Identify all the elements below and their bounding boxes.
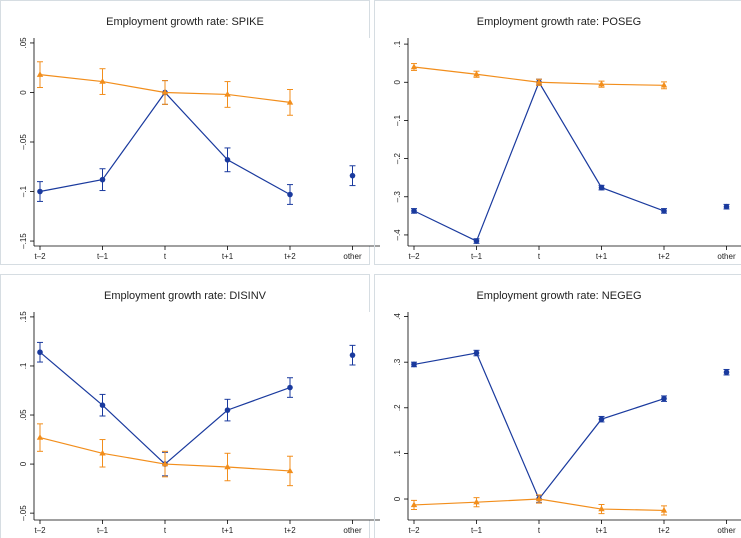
x-tick-label: t+2	[658, 252, 670, 261]
y-tick-label: 0	[19, 461, 28, 466]
x-tick-label: t	[164, 252, 167, 261]
point-marker	[349, 172, 356, 179]
y-tick-label: –.15	[19, 233, 28, 249]
point-marker	[411, 208, 417, 214]
point-marker	[287, 384, 293, 391]
y-tick-label: 0	[393, 496, 402, 501]
point-marker	[660, 81, 668, 88]
y-tick-label: .15	[19, 311, 28, 323]
point-marker	[661, 208, 667, 214]
y-tick-label: –.2	[393, 152, 402, 164]
x-tick-label: t+1	[222, 526, 234, 535]
x-tick-label: t+1	[596, 252, 608, 261]
chart-panel: Employment growth rate: POSEG .1 0 –.1 –.2 –.…	[374, 0, 741, 265]
y-tick-label: .1	[393, 40, 402, 47]
point-marker	[473, 350, 480, 356]
point-marker	[99, 176, 106, 183]
plot-area	[408, 312, 741, 520]
point-marker	[535, 78, 543, 85]
point-marker	[224, 90, 231, 97]
point-marker	[286, 98, 294, 105]
panel-title: Employment growth rate: POSEG	[477, 16, 641, 28]
x-tick-label: t–2	[408, 252, 420, 261]
x-tick-label: t–2	[34, 252, 46, 261]
y-tick-label: –.05	[19, 505, 28, 521]
x-tick-label: t	[164, 526, 167, 535]
x-tick-label: t–1	[97, 526, 109, 535]
x-tick-label: other	[717, 252, 736, 261]
x-tick-label: t+1	[222, 252, 234, 261]
y-tick-label: .3	[393, 358, 402, 365]
x-tick-label: t–1	[471, 252, 483, 261]
point-marker	[473, 498, 480, 505]
point-marker	[410, 63, 418, 70]
x-tick-label: t–1	[471, 526, 483, 535]
point-marker	[723, 203, 730, 210]
panel-frame	[374, 274, 741, 538]
y-tick-label: –.05	[19, 134, 28, 150]
y-tick-label: –.4	[393, 229, 402, 241]
point-marker	[598, 184, 605, 191]
point-marker	[535, 495, 543, 502]
x-tick-label: t+2	[284, 252, 296, 261]
x-tick-label: t–2	[34, 526, 46, 535]
point-marker	[224, 463, 231, 470]
plot-area	[34, 38, 374, 246]
point-marker	[37, 349, 43, 356]
chart-panel: Employment growth rate: SPIKE .05 0 –.05 –.1…	[0, 0, 380, 265]
y-tick-label: 0	[393, 79, 402, 84]
x-tick-label: t–2	[408, 526, 420, 535]
y-tick-label: –.3	[393, 191, 402, 203]
point-marker	[349, 352, 356, 358]
x-tick-label: other	[343, 526, 362, 535]
panel-title: Employment growth rate: NEGEG	[476, 290, 641, 302]
panel-title: Employment growth rate: SPIKE	[106, 16, 264, 28]
point-marker	[161, 460, 169, 467]
point-marker	[598, 505, 605, 512]
x-tick-label: other	[717, 526, 736, 535]
panel-frame	[374, 0, 741, 265]
point-marker	[410, 501, 418, 508]
point-marker	[37, 188, 43, 195]
y-tick-label: 0	[19, 90, 28, 95]
x-tick-label: t+2	[284, 526, 296, 535]
x-tick-label: t	[538, 252, 541, 261]
point-marker	[598, 416, 605, 422]
chart-panel: Employment growth rate: DISINV .15 .1 .05 0 –…	[0, 274, 380, 538]
x-tick-label: other	[343, 252, 362, 261]
point-marker	[99, 449, 106, 456]
point-marker	[286, 467, 294, 474]
point-marker	[723, 369, 730, 376]
point-marker	[473, 238, 480, 244]
y-tick-label: –.1	[19, 185, 28, 197]
x-tick-label: t	[538, 526, 541, 535]
y-tick-label: .05	[19, 409, 28, 421]
y-tick-label: .2	[393, 404, 402, 411]
point-marker	[36, 71, 44, 77]
point-marker	[99, 78, 106, 84]
point-marker	[99, 402, 106, 409]
point-marker	[161, 88, 169, 95]
point-marker	[661, 395, 667, 402]
plot-area	[34, 312, 374, 520]
point-marker	[473, 70, 480, 77]
y-tick-label: .1	[393, 450, 402, 457]
panel-title: Employment growth rate: DISINV	[104, 290, 267, 302]
y-tick-label: .1	[19, 362, 28, 369]
point-marker	[287, 191, 293, 198]
point-marker	[224, 157, 231, 163]
point-marker	[660, 506, 668, 513]
x-tick-label: t–1	[97, 252, 109, 261]
point-marker	[224, 407, 231, 413]
chart-panel: Employment growth rate: NEGEG .4 .3 .2 .1 0 t–…	[374, 274, 741, 538]
y-tick-label: .4	[393, 313, 402, 320]
point-marker	[411, 361, 417, 368]
point-marker	[36, 434, 44, 440]
point-marker	[598, 80, 605, 87]
x-tick-label: t+1	[596, 526, 608, 535]
y-tick-label: –.1	[393, 114, 402, 126]
x-tick-label: t+2	[658, 526, 670, 535]
y-tick-label: .05	[19, 37, 28, 49]
